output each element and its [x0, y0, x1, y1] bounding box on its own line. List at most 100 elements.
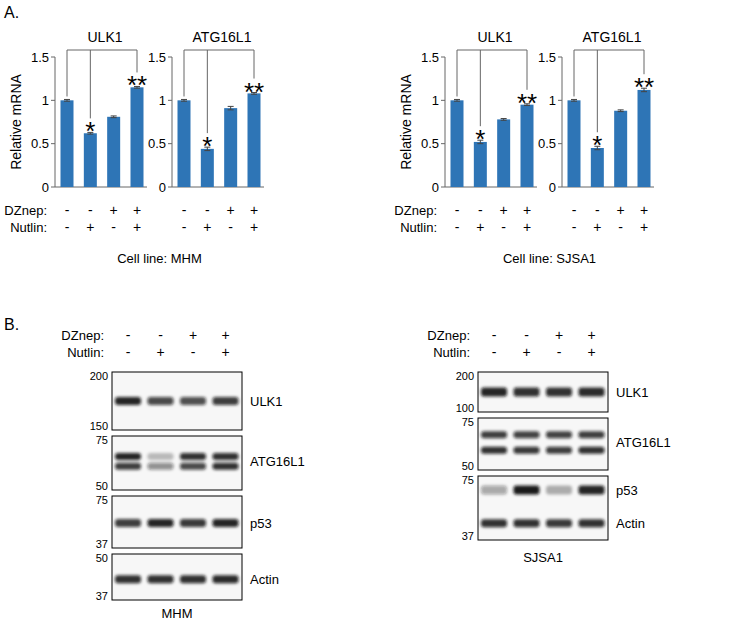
- bar: [248, 93, 261, 187]
- band: [514, 519, 540, 527]
- blot-bands: [115, 575, 239, 583]
- significance-label: **: [244, 77, 264, 107]
- band: [481, 519, 507, 527]
- condition-sign: +: [587, 344, 595, 360]
- band: [514, 447, 540, 454]
- band: [481, 447, 507, 454]
- tick: [558, 57, 562, 58]
- bracket: [457, 50, 458, 96]
- error-cap: [454, 99, 460, 100]
- band-label: ATG16L1: [250, 454, 305, 469]
- condition-sign: -: [205, 202, 210, 218]
- error-cap: [571, 99, 577, 100]
- mw-marker: 100: [456, 402, 474, 414]
- condition-sign: -: [191, 344, 196, 360]
- band: [579, 388, 605, 397]
- band-label: ULK1: [250, 394, 283, 409]
- tick: [168, 143, 172, 144]
- blot-bands: [115, 453, 239, 470]
- condition-sign: -: [478, 202, 483, 218]
- condition-sign: +: [86, 219, 94, 235]
- band-label: p53: [616, 483, 638, 498]
- significance-label: *: [85, 116, 95, 146]
- y-axis: [445, 57, 446, 187]
- condition-sign: -: [572, 219, 577, 235]
- error-cap: [64, 99, 70, 100]
- condition-sign: -: [158, 327, 163, 343]
- band: [148, 463, 174, 470]
- mw-marker: 37: [96, 590, 108, 602]
- band-label: p53: [250, 516, 272, 531]
- significance-label: **: [127, 70, 147, 100]
- tick-label: 1.5: [538, 50, 556, 65]
- mw-marker: 37: [462, 530, 474, 542]
- condition-sign: +: [110, 202, 118, 218]
- band: [546, 447, 572, 454]
- tick: [558, 100, 562, 101]
- condition-label: DZnep:: [427, 328, 470, 343]
- error-bar: [571, 99, 577, 101]
- mw-marker: 75: [96, 494, 108, 506]
- condition-sign: -: [126, 327, 131, 343]
- bracket: [597, 50, 598, 132]
- condition-sign: +: [523, 202, 531, 218]
- condition-sign: +: [555, 327, 563, 343]
- condition-sign: +: [587, 327, 595, 343]
- bracket: [574, 50, 575, 96]
- chart-title: ULK1: [477, 29, 512, 45]
- band-label: ULK1: [616, 385, 649, 400]
- condition-sign: -: [182, 202, 187, 218]
- y-axis-label: Relative mRNA: [8, 74, 24, 170]
- bars: [568, 88, 651, 187]
- y-axis: [562, 57, 563, 187]
- error-cap: [454, 101, 460, 102]
- condition-sign: +: [133, 219, 141, 235]
- tick: [168, 187, 172, 188]
- tick: [168, 57, 172, 58]
- bracket: [67, 50, 137, 51]
- blot-bands: [481, 388, 605, 397]
- tick: [51, 187, 55, 188]
- bracket: [137, 50, 138, 72]
- condition-label: DZnep:: [394, 203, 437, 218]
- band: [213, 463, 239, 470]
- band: [115, 463, 141, 470]
- error-cap: [501, 118, 507, 119]
- significance-label: *: [475, 124, 485, 154]
- chart-title: ULK1: [87, 29, 122, 45]
- blot-box: [112, 554, 242, 600]
- bar: [131, 87, 144, 187]
- band: [180, 453, 206, 460]
- tick: [51, 57, 55, 58]
- condition-sign: +: [250, 219, 258, 235]
- condition-sign: +: [522, 344, 530, 360]
- bar: [61, 100, 74, 187]
- bracket: [574, 50, 644, 51]
- condition-sign: -: [524, 327, 529, 343]
- tick: [441, 143, 445, 144]
- cell-line-caption: Cell line: MHM: [117, 251, 202, 266]
- band: [148, 575, 174, 583]
- error-cap: [111, 117, 117, 118]
- bar: [178, 100, 191, 187]
- tick-label: 1: [159, 93, 166, 108]
- band: [213, 453, 239, 460]
- condition-label: DZnep:: [61, 328, 104, 343]
- significance-label: **: [634, 72, 654, 102]
- tick-label: 1.5: [31, 50, 49, 65]
- error-bar: [111, 116, 117, 118]
- y-axis: [55, 57, 56, 187]
- tick-label: 1: [42, 93, 49, 108]
- condition-sign: +: [156, 344, 164, 360]
- error-bar: [454, 99, 460, 101]
- band: [213, 397, 239, 405]
- condition-sign: +: [189, 327, 197, 343]
- bracket: [480, 50, 481, 126]
- cell-line-caption: Cell line: SJSA1: [503, 251, 596, 266]
- band: [213, 575, 239, 583]
- condition-sign: +: [640, 202, 648, 218]
- tick: [441, 187, 445, 188]
- tick: [51, 143, 55, 144]
- band: [546, 388, 572, 397]
- band: [579, 447, 605, 454]
